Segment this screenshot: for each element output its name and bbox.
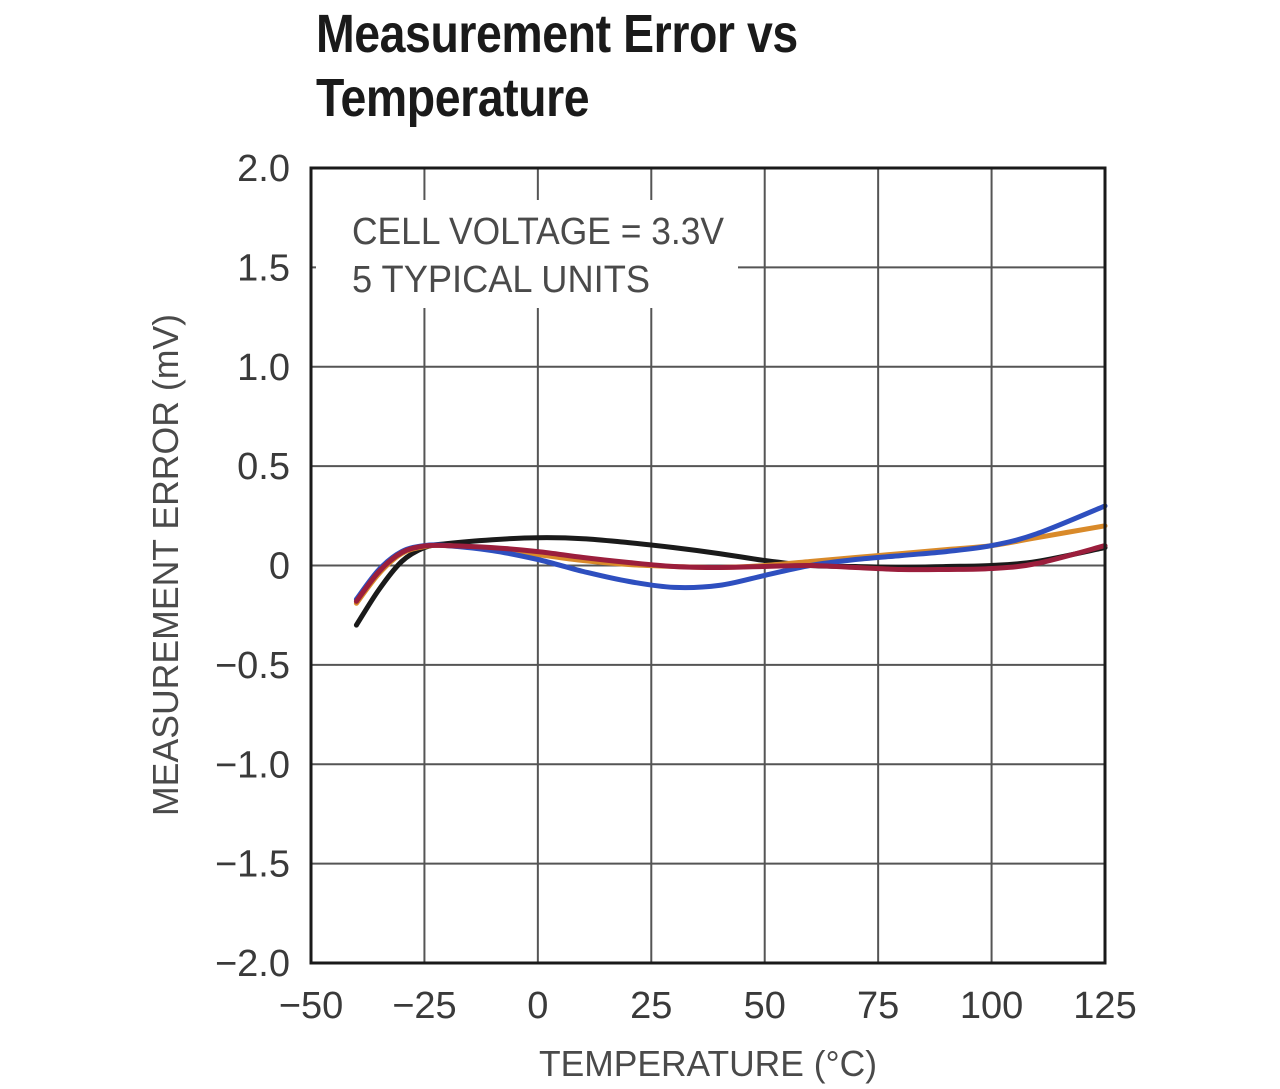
x-tick-label: −25	[392, 985, 456, 1027]
x-tick-labels: −50 −25 0 25 50 75 100 125	[279, 985, 1137, 1027]
x-tick-label: 25	[630, 985, 672, 1027]
y-axis-label: MEASUREMENT ERROR (mV)	[145, 314, 186, 816]
y-tick-label: 1.0	[237, 347, 290, 389]
x-tick-label: 75	[857, 985, 899, 1027]
y-tick-label: 0	[269, 546, 290, 588]
series-line-4	[353, 542, 1108, 604]
y-tick-label: −0.5	[215, 645, 290, 687]
chart-title: Measurement Error vs Temperature	[316, 2, 918, 130]
x-tick-label: −50	[279, 985, 343, 1027]
chart-title-line-2: Temperature	[316, 68, 590, 128]
y-tick-label: 1.5	[237, 247, 290, 289]
y-tick-label: 0.5	[237, 446, 290, 488]
annotation-cell-voltage: CELL VOLTAGE = 3.3V	[352, 211, 725, 253]
chart-title-line-1: Measurement Error vs	[316, 4, 798, 64]
y-tick-label: 2.0	[237, 148, 290, 190]
y-tick-label: −1.5	[215, 844, 290, 886]
y-tick-labels: 2.0 1.5 1.0 0.5 0 −0.5 −1.0 −1.5 −2.0	[215, 148, 290, 985]
annotation-typical-units: 5 TYPICAL UNITS	[352, 259, 650, 301]
y-tick-label: −2.0	[215, 943, 290, 985]
plot-frame	[309, 166, 1107, 965]
series-lines	[353, 503, 1108, 628]
y-tick-label: −1.0	[215, 744, 290, 786]
x-tick-label: 125	[1073, 985, 1136, 1027]
annotation-background	[316, 200, 738, 308]
x-tick-label: 100	[960, 985, 1023, 1027]
series-line-3	[353, 503, 1108, 602]
x-tick-label: 0	[527, 985, 548, 1027]
x-tick-label: 50	[744, 985, 786, 1027]
x-axis-label: TEMPERATURE (°C)	[539, 1043, 877, 1084]
